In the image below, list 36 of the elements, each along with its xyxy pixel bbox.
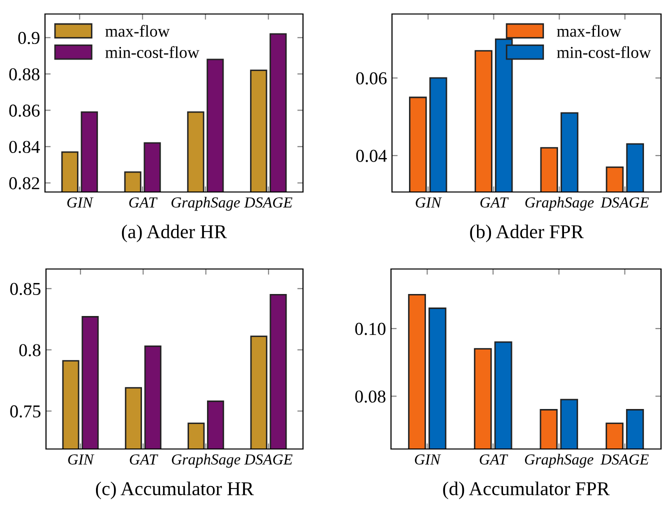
x-tick-label: DSAGE (600, 197, 649, 208)
y-tick-label: 0.06 (356, 72, 387, 85)
legend-label: max-flow (105, 24, 170, 37)
y-tick-label: 0.9 (18, 32, 40, 44)
legend-label: min-cost-flow (556, 46, 651, 58)
y-tick-label: 0.85 (10, 282, 40, 296)
x-tick-label: GIN (414, 454, 442, 465)
x-tick-label: DSAGE (244, 454, 292, 465)
x-tick-label: GAT (480, 197, 509, 208)
x-tick-label: GAT (129, 197, 158, 208)
x-tick-label: GraphSage (172, 454, 240, 468)
x-axis-title: (a) Adder HR (122, 224, 227, 242)
y-tick-label: 0.08 (355, 390, 386, 403)
x-tick-label: GIN (416, 197, 442, 208)
x-tick-label: GAT (130, 454, 158, 465)
y-tick-label: 0.88 (9, 68, 40, 80)
x-axis-title: (b) Adder FPR (470, 224, 584, 242)
x-tick-label: GIN (68, 454, 94, 465)
x-tick-label: DSAGE (600, 454, 649, 465)
legend-label: max-flow (556, 24, 622, 37)
x-tick-label: GraphSage (524, 454, 594, 468)
y-tick-label: 0.10 (355, 322, 386, 336)
x-axis-title: (d) Accumulator FPR (443, 482, 610, 500)
y-tick-label: 0.82 (9, 177, 40, 190)
x-tick-label: GraphSage (172, 196, 240, 211)
y-tick-label: 0.84 (9, 140, 40, 154)
y-tick-label: 0.8 (19, 344, 40, 356)
x-tick-label: GIN (67, 197, 94, 208)
x-tick-label: GraphSage (525, 196, 594, 211)
y-tick-label: 0.75 (10, 405, 40, 418)
legend-label: min-cost-flow (105, 46, 200, 58)
x-axis-title: (c) Accumulator HR (96, 482, 254, 500)
y-tick-label: 0.04 (356, 150, 387, 162)
x-tick-label: GAT (480, 454, 508, 465)
x-tick-label: DSAGE (244, 197, 292, 208)
y-tick-label: 0.86 (9, 104, 40, 117)
